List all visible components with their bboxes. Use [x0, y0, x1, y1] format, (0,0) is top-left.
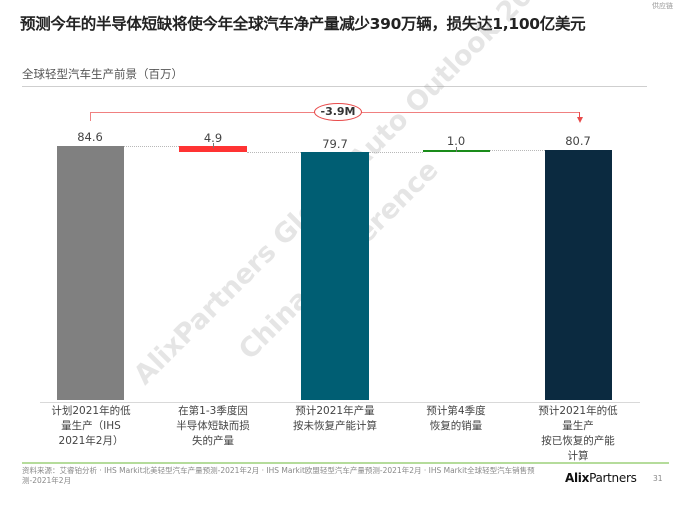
page-title: 预测今年的半导体短缺将使今年全球汽车净产量减少390万辆，损失达1,100亿美元 [20, 15, 586, 33]
delta-bracket-drop [579, 112, 580, 118]
category-label: 预计第4季度 恢复的销量 [426, 405, 486, 432]
bar-value: 84.6 [77, 130, 103, 144]
connector [490, 150, 545, 151]
page-number: 31 [653, 474, 663, 483]
alixpartners-logo: AlixPartners [565, 471, 637, 485]
category-label: 预计2021年的低 量生产 按已恢复的产能 计算 [538, 405, 618, 462]
bar-recovered-2021 [545, 150, 612, 400]
tick [213, 143, 214, 148]
tick [456, 147, 457, 152]
bar-value: 1.0 [446, 134, 466, 148]
connector [124, 146, 179, 147]
connector [369, 152, 423, 153]
bar-value: 79.7 [322, 137, 348, 151]
x-axis [40, 402, 640, 403]
bar-unrecovered-2021 [301, 152, 369, 400]
source-note: 资料来源：艾睿铂分析 · IHS Markit北美轻型汽车产量预测-2021年2… [22, 466, 535, 485]
subtitle-divider [22, 86, 647, 87]
bar-value: 80.7 [565, 134, 591, 148]
bar-planned-2021 [57, 146, 124, 400]
bar-lost-q1-q3 [179, 146, 247, 152]
category-label: 预计2021年产量 按未恢复产能计算 [293, 405, 377, 432]
category-label: 计划2021年的低 量生产（IHS 2021年2月） [51, 405, 131, 447]
arrow-down-icon [577, 117, 583, 123]
chart-subtitle: 全球轻型汽车生产前景（百万） [22, 67, 183, 81]
connector [247, 152, 301, 153]
category-tag: 供应链 [652, 2, 673, 10]
bar-value: 4.9 [203, 131, 223, 145]
category-label: 在第1-3季度因 半导体短缺而损 失的产量 [176, 405, 250, 447]
delta-badge: -3.9M [314, 103, 362, 121]
footer-divider [22, 462, 669, 464]
